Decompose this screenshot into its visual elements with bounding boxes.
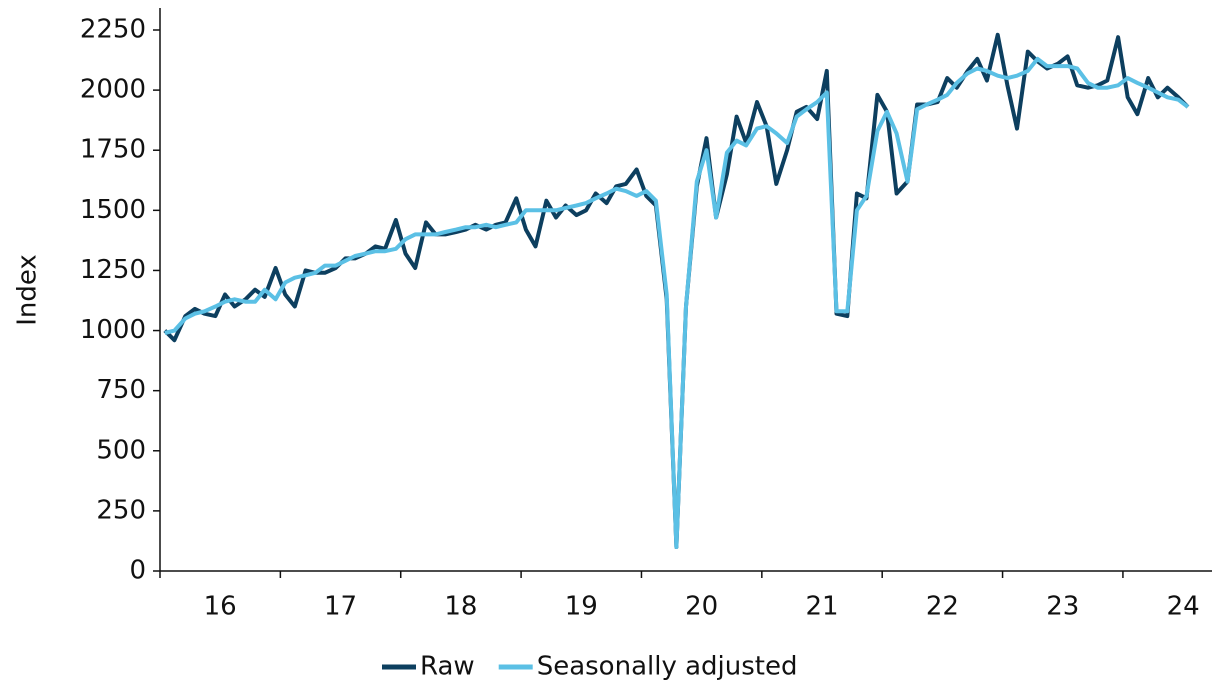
y-tick-label: 2000	[80, 75, 146, 105]
y-tick-label: 2250	[80, 15, 146, 45]
y-tick-label: 0	[129, 556, 146, 586]
y-tick-label: 500	[96, 435, 146, 465]
y-tick-label: 1250	[80, 255, 146, 285]
x-tick-label: 23	[1046, 592, 1079, 622]
y-axis-label: Index	[13, 254, 43, 326]
legend-label: Seasonally adjusted	[537, 652, 798, 682]
y-tick-label: 1500	[80, 195, 146, 225]
x-tick-label: 24	[1167, 592, 1200, 622]
x-tick-label: 21	[805, 592, 838, 622]
y-tick-label: 1000	[80, 315, 146, 345]
y-tick-label: 250	[96, 495, 146, 525]
line-series	[164, 56, 1190, 549]
line-series	[163, 32, 1190, 549]
y-tick-label: 1750	[80, 135, 146, 165]
x-tick-label: 22	[926, 592, 959, 622]
x-tick-label: 19	[565, 592, 598, 622]
x-tick-label: 18	[444, 592, 477, 622]
x-tick-label: 17	[324, 592, 357, 622]
y-tick-label: 750	[96, 375, 146, 405]
x-tick-label: 20	[685, 592, 718, 622]
x-tick-label: 16	[204, 592, 237, 622]
legend-label: Raw	[420, 652, 475, 682]
